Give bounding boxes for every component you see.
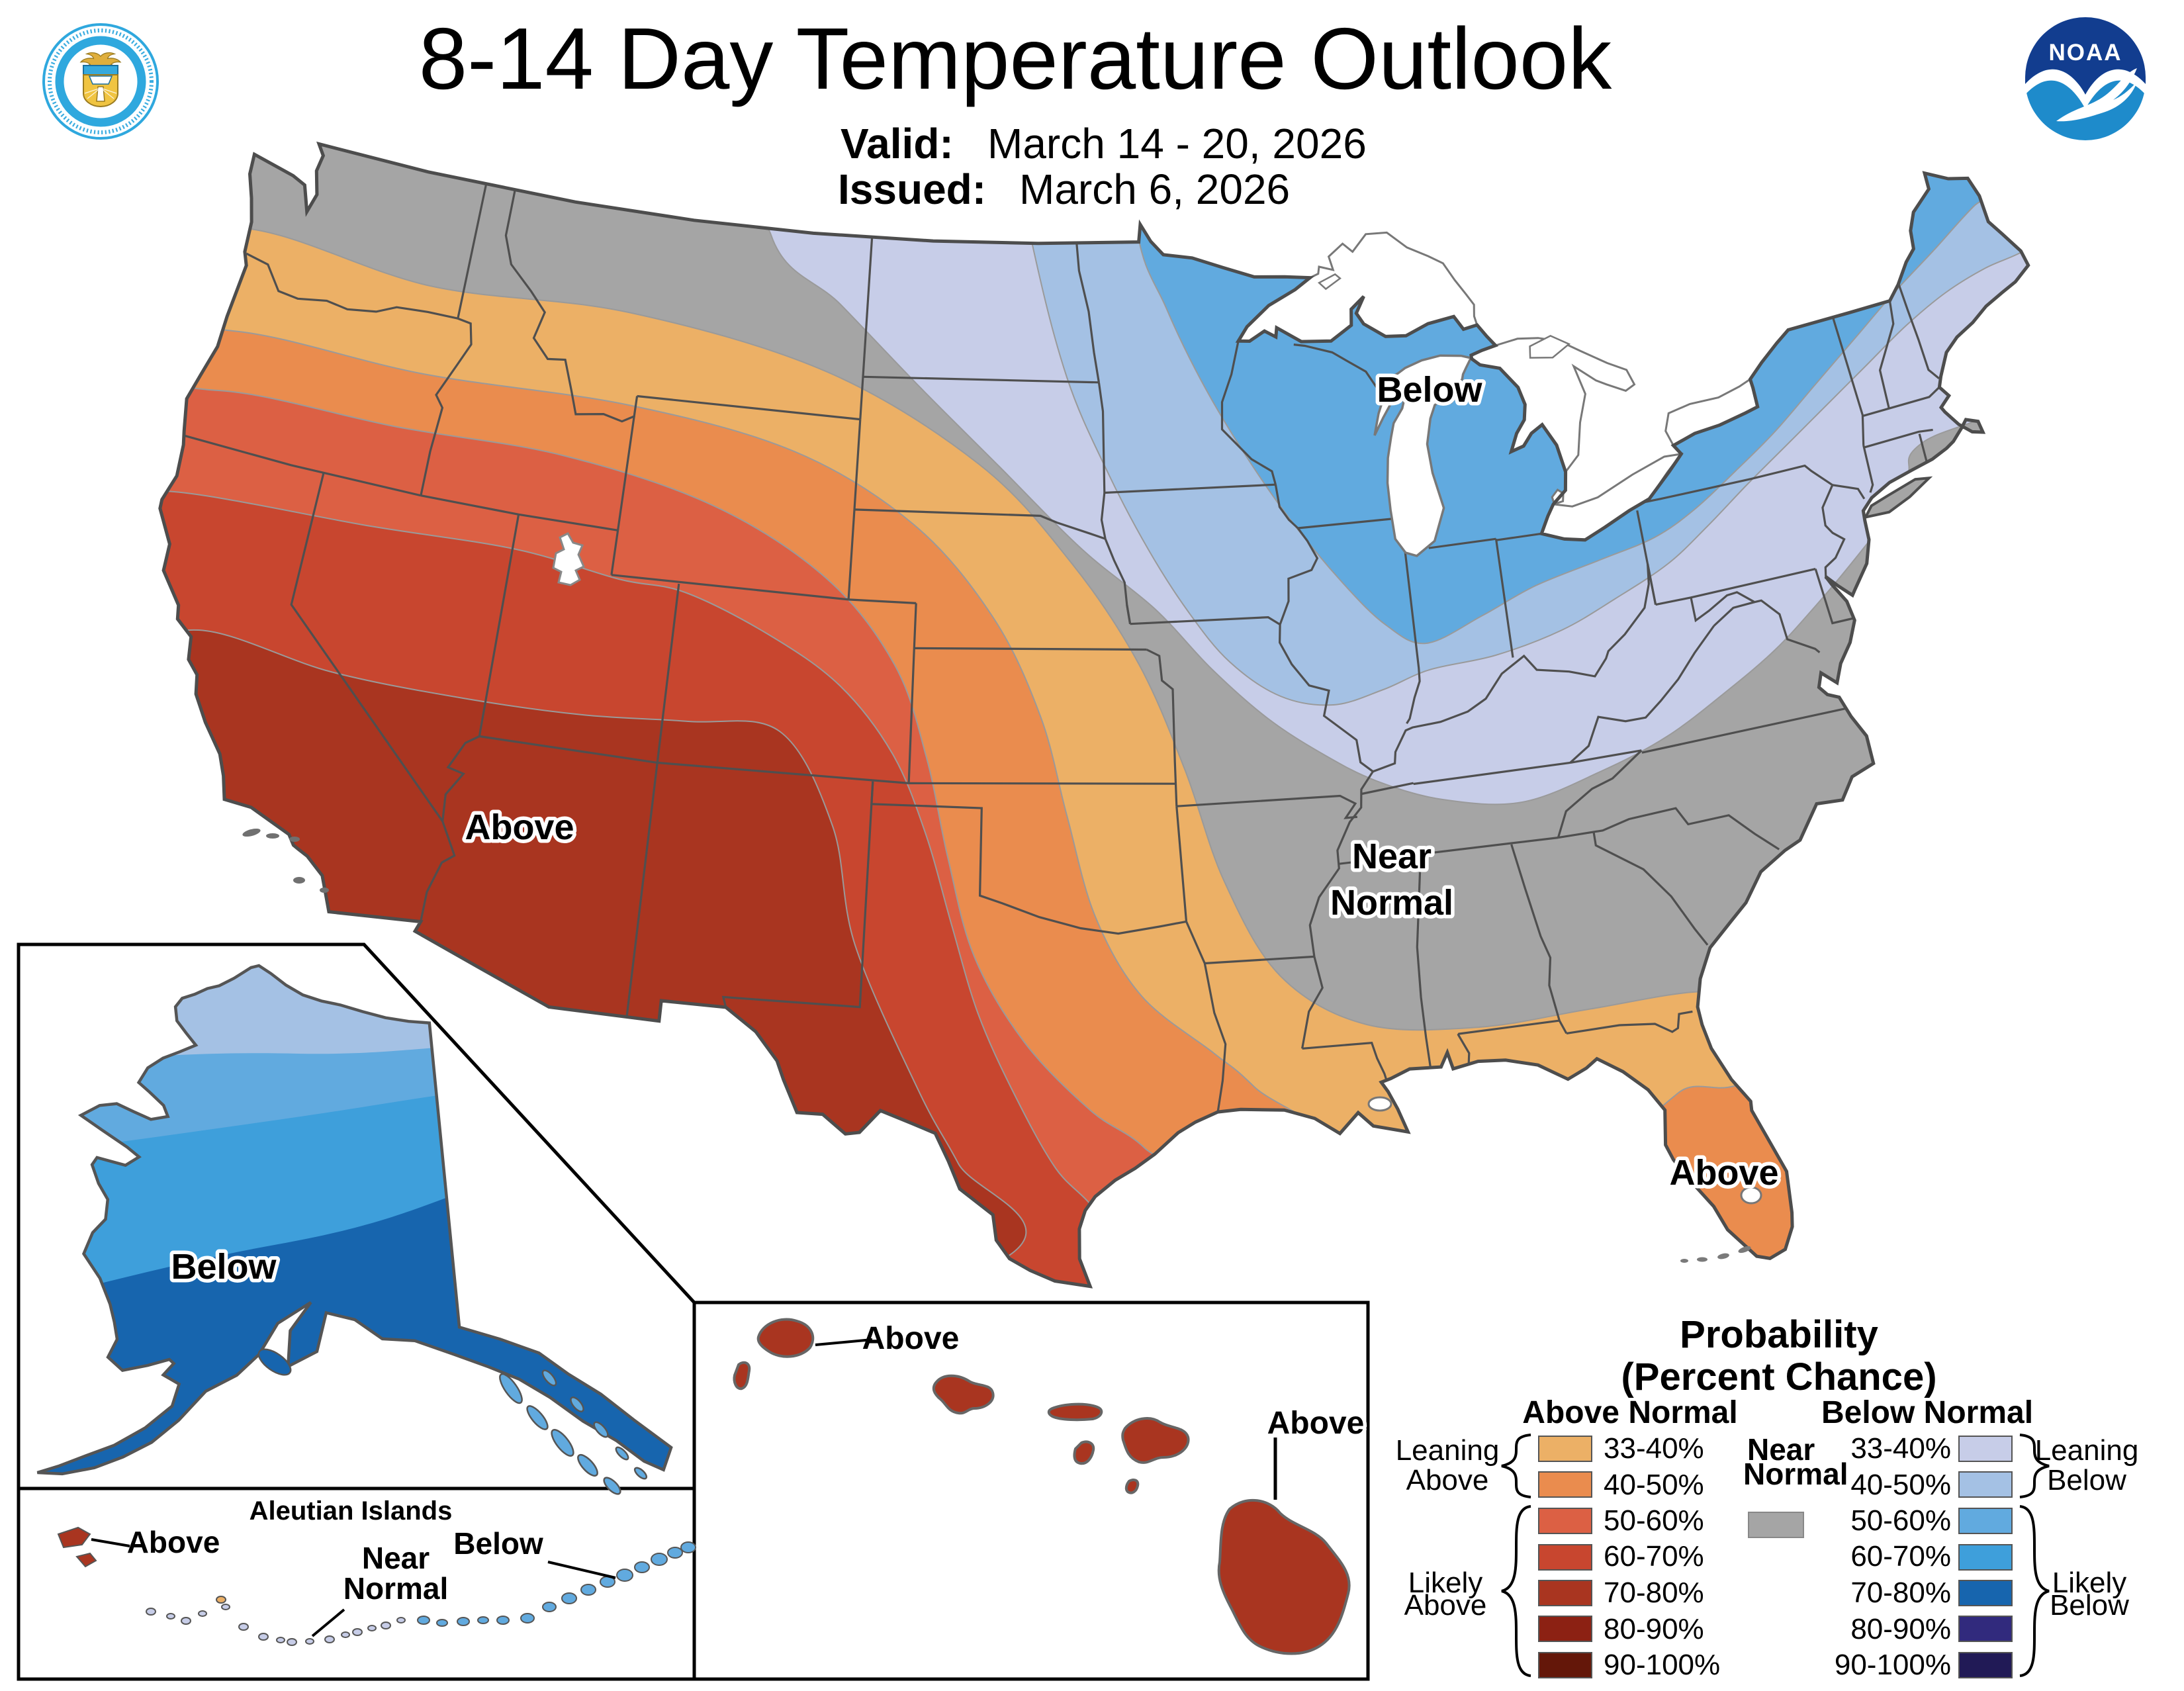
svg-text:Near: Near <box>362 1541 430 1575</box>
svg-text:Probability: Probability <box>1680 1313 1878 1356</box>
svg-text:90-100%: 90-100% <box>1835 1649 1951 1681</box>
svg-text:90-100%: 90-100% <box>1604 1649 1720 1681</box>
svg-text:50-60%: 50-60% <box>1604 1504 1704 1537</box>
svg-text:33-40%: 33-40% <box>1850 1432 1951 1465</box>
svg-text:40-50%: 40-50% <box>1850 1469 1951 1501</box>
svg-text:Below: Below <box>1377 370 1482 410</box>
svg-text:Below: Below <box>171 1247 277 1287</box>
svg-text:Near: Near <box>1747 1432 1815 1467</box>
svg-text:80-90%: 80-90% <box>1604 1613 1704 1645</box>
svg-text:Below: Below <box>2050 1589 2129 1622</box>
svg-text:Near: Near <box>1352 837 1432 876</box>
svg-text:Above: Above <box>1404 1589 1487 1622</box>
svg-text:33-40%: 33-40% <box>1604 1432 1704 1465</box>
svg-text:8-14 Day Temperature Outlook: 8-14 Day Temperature Outlook <box>419 10 1612 107</box>
svg-text:Valid:: Valid: <box>841 120 954 167</box>
svg-text:Above: Above <box>465 807 574 847</box>
svg-text:Below: Below <box>453 1526 543 1561</box>
svg-text:Normal: Normal <box>1330 883 1453 923</box>
svg-text:Above: Above <box>1267 1406 1365 1441</box>
svg-text:Normal: Normal <box>343 1571 448 1606</box>
svg-text:Likely: Likely <box>2052 1567 2127 1599</box>
svg-text:Below Normal: Below Normal <box>1821 1395 2033 1430</box>
svg-text:Issued:: Issued: <box>838 165 986 213</box>
svg-text:Likely: Likely <box>1408 1567 1483 1599</box>
svg-text:70-80%: 70-80% <box>1850 1577 1951 1609</box>
svg-text:70-80%: 70-80% <box>1604 1577 1704 1609</box>
svg-text:NOAA: NOAA <box>2048 40 2122 66</box>
svg-text:Aleutian Islands: Aleutian Islands <box>250 1496 453 1526</box>
svg-text:Below: Below <box>2047 1464 2126 1496</box>
svg-text:Normal: Normal <box>1743 1457 1848 1491</box>
svg-text:Above: Above <box>1406 1464 1489 1496</box>
svg-text:Above: Above <box>1669 1153 1778 1193</box>
svg-text:Above: Above <box>127 1525 220 1559</box>
svg-text:(Percent Chance): (Percent Chance) <box>1621 1355 1936 1398</box>
svg-text:40-50%: 40-50% <box>1604 1469 1704 1501</box>
svg-text:Above Normal: Above Normal <box>1522 1395 1737 1430</box>
svg-text:March 6, 2026: March 6, 2026 <box>1019 165 1290 213</box>
svg-text:60-70%: 60-70% <box>1850 1540 1951 1573</box>
svg-text:Above: Above <box>862 1321 960 1356</box>
svg-text:50-60%: 50-60% <box>1850 1504 1951 1537</box>
svg-text:Leaning: Leaning <box>2035 1434 2139 1467</box>
svg-text:Leaning: Leaning <box>1396 1434 1500 1467</box>
svg-text:60-70%: 60-70% <box>1604 1540 1704 1573</box>
svg-text:80-90%: 80-90% <box>1850 1613 1951 1645</box>
svg-text:March 14 - 20, 2026: March 14 - 20, 2026 <box>987 120 1367 167</box>
